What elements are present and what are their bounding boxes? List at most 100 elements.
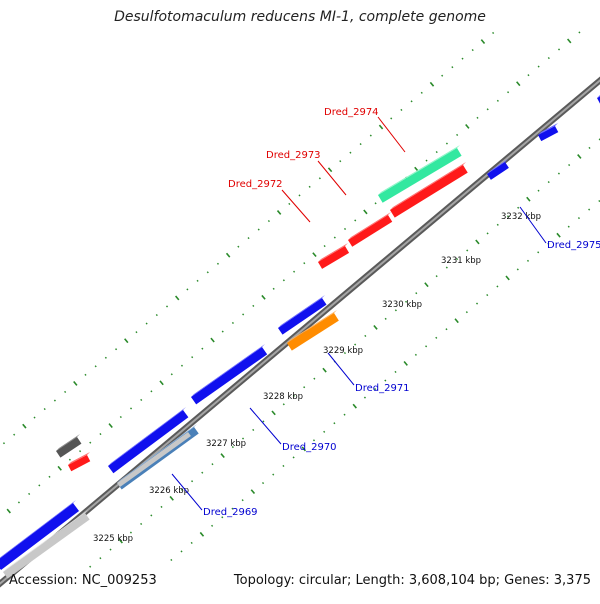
genome-summary-text: Topology: circular; Length: 3,608,104 bp… xyxy=(233,573,591,588)
tick-mark xyxy=(73,380,78,386)
gene-blue-2970a[interactable] xyxy=(278,295,327,335)
tick-mark xyxy=(400,108,403,111)
gene-label[interactable]: Dred_2973 xyxy=(266,150,321,161)
tick-mark xyxy=(145,322,148,325)
tick-mark xyxy=(303,262,306,265)
gene-label[interactable]: Dred_2971 xyxy=(355,383,410,394)
tick-mark xyxy=(89,565,92,568)
tick-mark xyxy=(577,217,580,220)
tick-mark xyxy=(547,242,550,245)
tick-mark xyxy=(496,285,499,288)
tick-mark xyxy=(556,232,561,238)
tick-mark xyxy=(261,294,266,300)
tick-mark xyxy=(526,259,530,262)
tick-mark xyxy=(465,123,470,129)
tick-mark xyxy=(160,505,163,508)
tick-mark xyxy=(115,348,118,351)
tick-mark xyxy=(89,441,92,444)
gene-label[interactable]: Dred_2970 xyxy=(282,442,337,453)
scale-label: 3229 kbp xyxy=(323,346,363,356)
gene-dred-2969[interactable] xyxy=(108,407,189,474)
tick-mark xyxy=(343,413,346,416)
tick-mark xyxy=(211,463,214,466)
tick-mark xyxy=(210,337,215,343)
gene-dred-2974[interactable] xyxy=(378,145,462,203)
tick-mark xyxy=(53,399,56,402)
gene-label-leaders xyxy=(171,116,547,511)
tick-mark xyxy=(252,428,255,432)
tick-mark xyxy=(349,151,352,154)
tick-mark xyxy=(2,442,6,445)
tick-mark xyxy=(237,245,240,248)
tick-mark xyxy=(364,334,367,338)
tick-mark xyxy=(150,390,153,393)
tick-mark xyxy=(456,133,459,137)
tick-mark xyxy=(13,433,16,436)
tick-mark xyxy=(352,403,357,409)
tick-mark xyxy=(231,321,234,325)
scale-label: 3227 kbp xyxy=(206,439,246,449)
tick-mark xyxy=(262,420,265,423)
gene-label[interactable]: Dred_2974 xyxy=(324,107,379,118)
tick-mark xyxy=(271,410,276,416)
scale-label: 3232 kbp xyxy=(501,212,541,222)
tick-mark xyxy=(327,167,333,173)
tick-mark xyxy=(496,223,499,226)
tick-mark xyxy=(276,210,282,215)
tick-mark xyxy=(206,271,209,274)
tick-mark xyxy=(476,116,479,119)
tick-mark xyxy=(425,159,428,162)
gene-red-tiny[interactable] xyxy=(68,452,91,472)
gene-dred-2970[interactable] xyxy=(191,344,268,405)
tick-mark xyxy=(261,482,265,485)
tick-mark xyxy=(216,262,220,265)
tick-mark xyxy=(429,81,435,87)
tick-mark xyxy=(566,38,572,44)
gene-light-lower[interactable] xyxy=(3,510,90,579)
gene-grey-small[interactable] xyxy=(56,434,82,458)
tick-mark xyxy=(415,292,418,295)
tick-mark xyxy=(201,347,204,350)
tick-mark xyxy=(196,279,199,282)
tick-mark xyxy=(99,557,102,560)
tick-mark xyxy=(333,422,336,425)
tick-mark xyxy=(363,209,368,215)
tick-mark xyxy=(241,499,244,502)
tick-mark xyxy=(220,453,225,459)
tick-mark xyxy=(257,228,260,231)
gene-dred-2971[interactable] xyxy=(287,310,339,351)
tick-dots xyxy=(2,31,600,568)
gene-blue-edge[interactable] xyxy=(597,87,600,104)
tick-mark xyxy=(506,215,510,218)
gene-labels: Dred_2974 Dred_2973 Dred_2972 Dred_2975 … xyxy=(203,107,600,518)
gene-dred-2975[interactable] xyxy=(487,159,509,180)
gene-blue-lower[interactable] xyxy=(0,500,80,570)
tick-mark xyxy=(435,150,438,154)
tick-mark xyxy=(272,473,275,476)
tick-mark xyxy=(225,252,231,258)
tick-mark xyxy=(390,117,393,120)
tick-mark xyxy=(99,433,102,436)
tick-mark xyxy=(445,142,448,145)
gene-dred-2973[interactable] xyxy=(390,162,468,218)
genome-backbone xyxy=(0,76,600,588)
tick-mark xyxy=(180,550,183,553)
tick-mark xyxy=(313,377,316,380)
tick-mark xyxy=(186,288,189,291)
tick-mark xyxy=(169,495,174,501)
gene-light[interactable] xyxy=(117,432,191,488)
gene-red-small[interactable] xyxy=(318,243,350,269)
tick-mark xyxy=(445,266,448,269)
gene-dred-2972[interactable] xyxy=(348,212,393,247)
gene-blue-small[interactable] xyxy=(538,123,559,142)
gene-label[interactable]: Dred_2972 xyxy=(228,179,283,190)
tick-mark xyxy=(282,464,285,468)
tick-mark xyxy=(292,394,296,397)
gene-label[interactable]: Dred_2975 xyxy=(547,240,600,251)
gene-label[interactable]: Dred_2969 xyxy=(203,507,258,518)
tick-mark xyxy=(104,356,107,359)
tick-mark xyxy=(180,488,183,491)
tick-mark xyxy=(323,430,326,433)
tick-mark xyxy=(174,295,180,301)
tick-mark xyxy=(221,330,224,333)
